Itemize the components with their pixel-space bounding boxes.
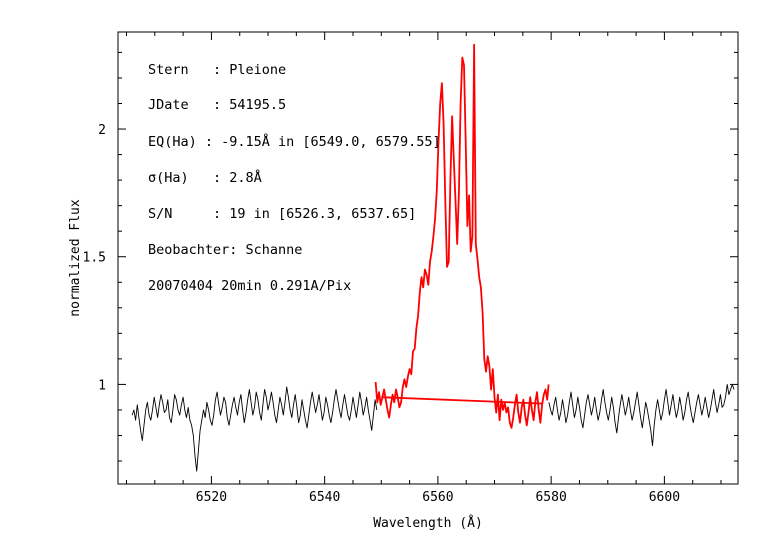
annotation-line: σ(Ha) : 2.8Å	[148, 169, 262, 186]
h-alpha-series-line	[374, 43, 550, 429]
x-tick-label: 6540	[309, 490, 340, 505]
tick-labels: 6520 6540 6560 6580 6600 1 1.5 2	[83, 123, 681, 505]
annotation-line: S/N : 19 in [6526.3, 6537.65]	[148, 206, 416, 222]
x-axis-label: Wavelength (Å)	[373, 515, 483, 531]
annotation-line: JDate : 54195.5	[148, 97, 286, 113]
y-tick-label: 2	[98, 123, 106, 138]
h-alpha-series-line	[381, 396, 543, 405]
spectrum-series-line	[131, 386, 378, 472]
y-tick-label: 1	[98, 378, 106, 393]
y-axis-label: normalized Flux	[68, 199, 83, 317]
x-tick-label: 6580	[535, 490, 566, 505]
x-tick-label: 6520	[196, 490, 227, 505]
annotation-line: 20070404 20min 0.291A/Pix	[148, 278, 351, 294]
plot-frame	[117, 31, 739, 485]
x-tick-label: 6600	[649, 490, 680, 505]
annotation-block: Stern : Pleione JDate : 54195.5 EQ(Ha) : -…	[148, 62, 441, 294]
annotation-line: Beobachter: Schanne	[148, 242, 302, 258]
annotation-line: Stern : Pleione	[148, 62, 286, 78]
series-group	[131, 43, 735, 472]
spectrum-series-line	[548, 383, 735, 447]
axis-ticks	[118, 32, 738, 484]
x-tick-label: 6560	[422, 490, 453, 505]
y-tick-label: 1.5	[83, 251, 106, 266]
annotation-line: EQ(Ha) : -9.15Å in [6549.0, 6579.55]	[148, 133, 441, 150]
